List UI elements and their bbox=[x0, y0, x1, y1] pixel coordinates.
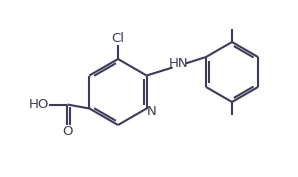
Text: HO: HO bbox=[29, 98, 49, 111]
Text: Cl: Cl bbox=[111, 32, 125, 44]
Text: N: N bbox=[147, 105, 156, 118]
Text: O: O bbox=[62, 125, 73, 138]
Text: HN: HN bbox=[169, 57, 188, 70]
